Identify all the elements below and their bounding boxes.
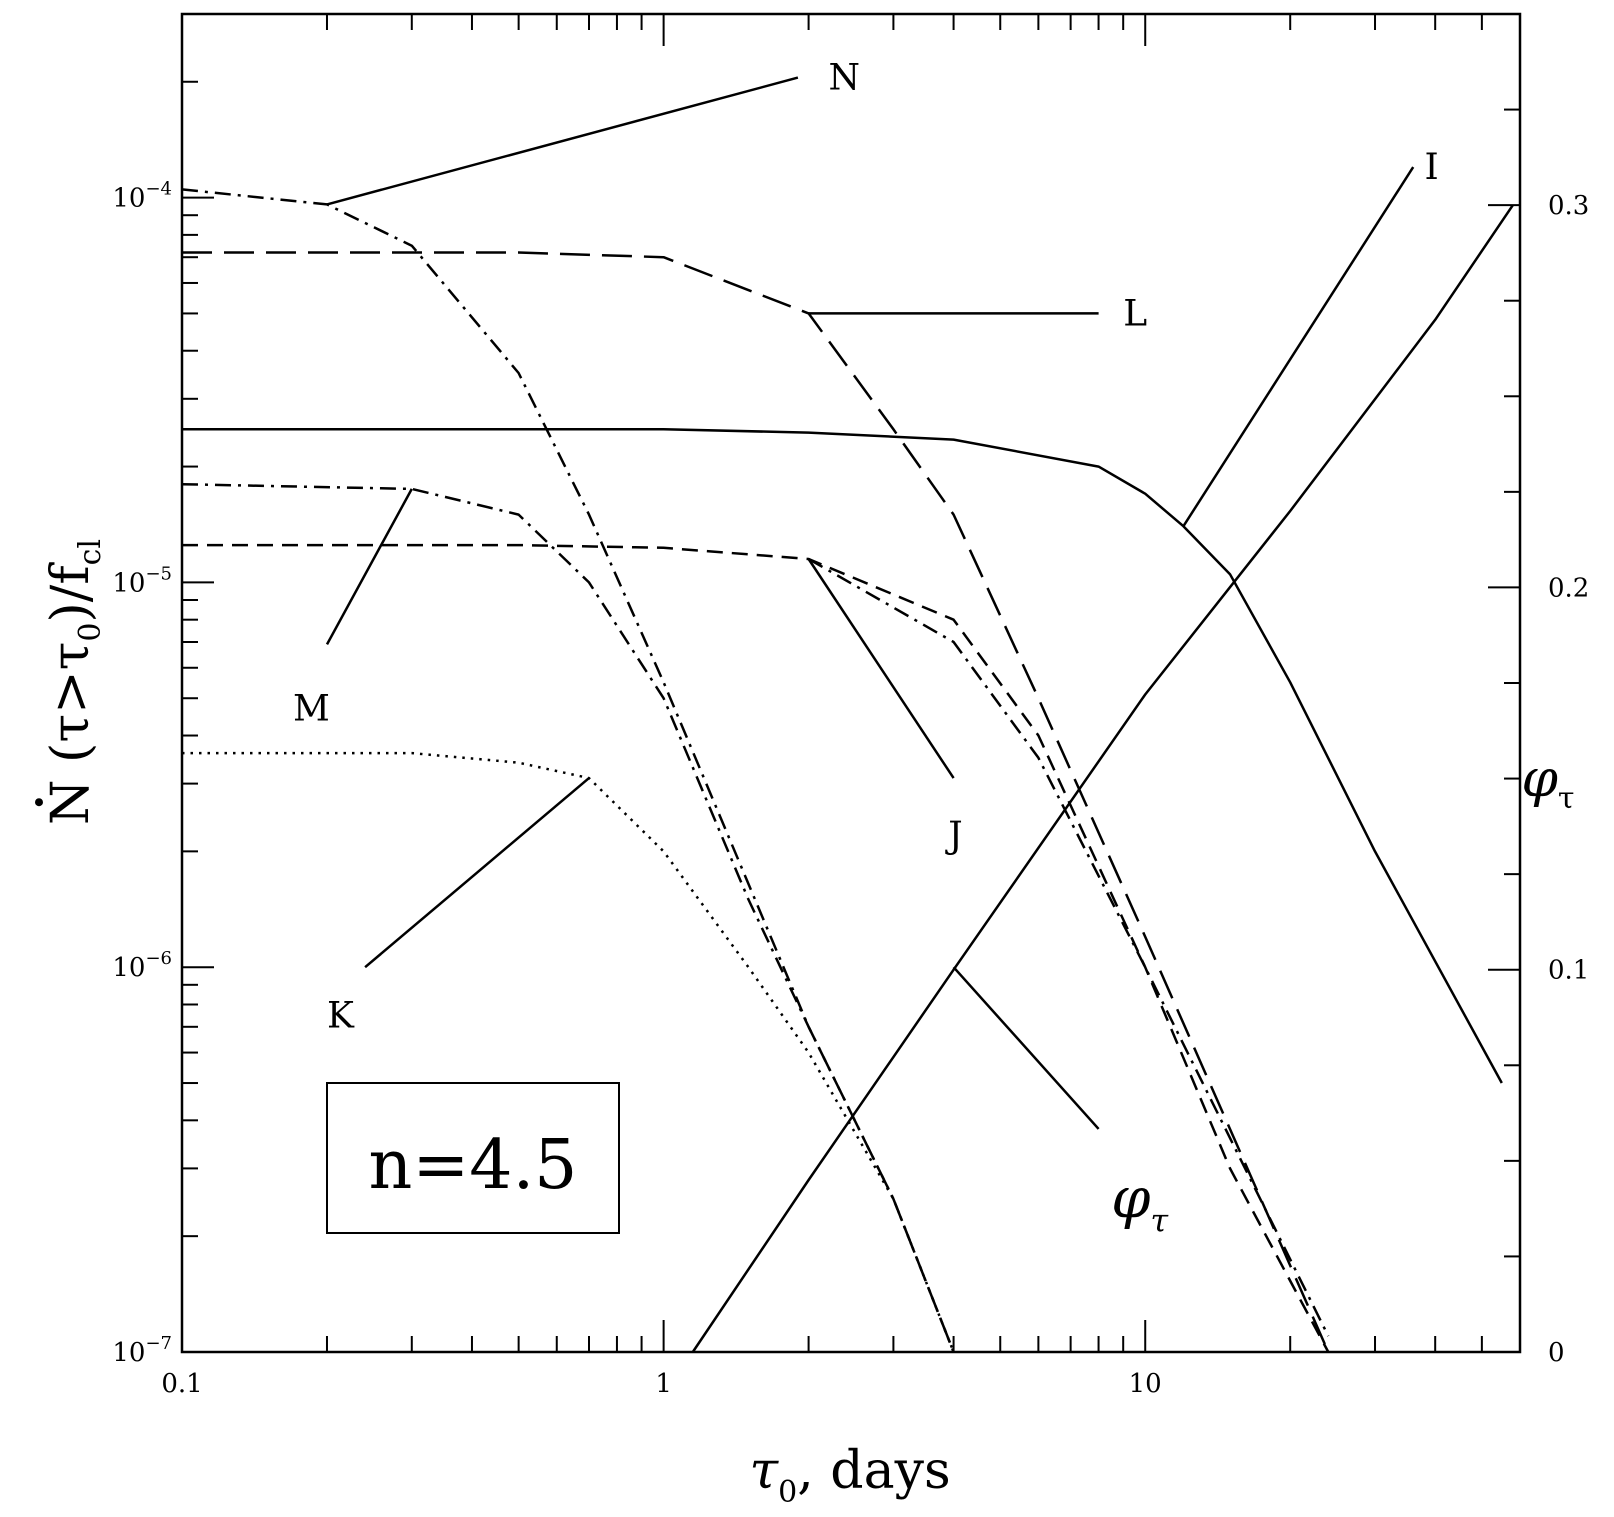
y-axis-title-subscript-2: cl — [73, 539, 108, 565]
y-tick-label: 10−5 — [112, 563, 172, 598]
leader-line-m — [325, 488, 413, 645]
series-line-i — [182, 428, 1503, 1084]
curve-label-j: J — [944, 815, 962, 856]
curve-label-k: K — [327, 995, 355, 1036]
leader-line-n — [326, 76, 799, 206]
y2-tick-label: 0 — [1548, 1338, 1565, 1368]
series-line-phi-tau — [691, 204, 1514, 1353]
curve-label-n: N — [829, 58, 861, 99]
y-axis-title-subscript-1: 0 — [73, 622, 108, 641]
y2-axis-title-symbol: φ — [1521, 749, 1558, 809]
series-line-k — [182, 751, 955, 1353]
curve-label-l: L — [1123, 293, 1147, 334]
ticks-layer: 0.1 1 10 10−7 10−6 10−5 10−4 0 0.1 0.2 0.3 — [112, 13, 1589, 1399]
y-axis-title-close: )/f — [41, 562, 101, 623]
y-axis-title-middle: (τ>τ — [41, 642, 101, 780]
x-axis-title-subscript: 0 — [778, 1475, 797, 1510]
leader-line-i — [1182, 166, 1415, 527]
y-axis-title-prefix: N — [41, 779, 101, 825]
y2-axis-title-subscript: τ — [1558, 781, 1575, 816]
leader-line-phi-tau — [952, 966, 1100, 1130]
series-line-l — [182, 251, 1330, 1353]
curves-layer — [181, 188, 1514, 1353]
svg-text:N (τ>τ0)/fcl: N (τ>τ0)/fcl — [41, 539, 108, 825]
leader-lines-layer: N L I M J Kφτ — [293, 58, 1439, 1240]
y-tick-label: 10−6 — [112, 948, 172, 983]
annotation-box-frame — [326, 1082, 620, 1234]
x-tick-label: 10 — [1129, 1369, 1162, 1399]
leader-line-k — [364, 777, 590, 969]
y-tick-label: 10−7 — [112, 1333, 172, 1368]
series-line-j — [182, 543, 1330, 1353]
y2-axis-title: φτ — [1521, 749, 1574, 816]
x-axis-title-suffix: , days — [797, 1441, 950, 1501]
curve-label-m: M — [293, 689, 330, 730]
x-tick-label: 0.1 — [161, 1369, 202, 1399]
curve-label-phi-tau: φτ — [1111, 1167, 1169, 1240]
y2-tick-label: 0.1 — [1548, 956, 1589, 986]
annotation-box-text: n=4.5 — [369, 1126, 578, 1205]
series-line-n — [181, 188, 955, 1353]
y-axis-title: N (τ>τ0)/fcl — [35, 539, 108, 825]
x-axis-title-symbol: τ — [749, 1441, 779, 1501]
y-tick-label: 10−4 — [112, 179, 172, 214]
series-line-l-dashdot — [807, 557, 1330, 1337]
y-axis-title-dot — [35, 798, 43, 807]
x-axis-title: τ0, days — [749, 1441, 950, 1510]
plot-frame — [180, 12, 1522, 1354]
x-tick-label: 1 — [655, 1369, 672, 1399]
series-line-m — [181, 482, 955, 1353]
curve-label-i: I — [1425, 147, 1439, 188]
leader-line-j — [807, 558, 955, 779]
y2-tick-label: 0.2 — [1548, 573, 1589, 603]
annotation-box: n=4.5 — [326, 1082, 620, 1234]
y2-tick-label: 0.3 — [1548, 191, 1589, 221]
